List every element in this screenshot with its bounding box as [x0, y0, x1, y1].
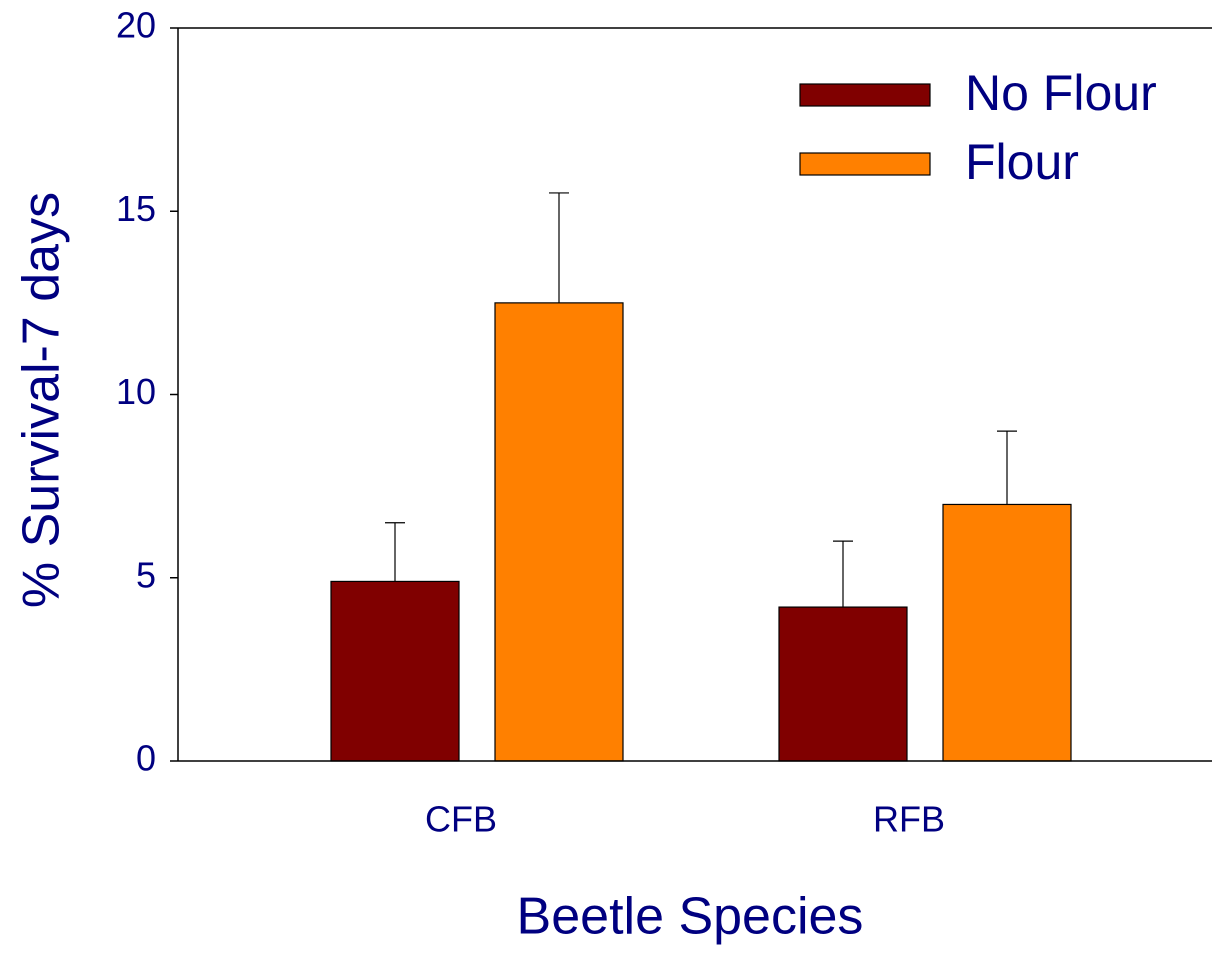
legend-label: Flour — [965, 134, 1079, 190]
bar — [494, 302, 624, 762]
y-tick-label: 5 — [136, 554, 156, 595]
y-tick-label: 20 — [116, 5, 156, 46]
x-axis-label: Beetle Species — [517, 888, 864, 946]
y-tick-label: 10 — [116, 371, 156, 412]
bar — [942, 503, 1072, 762]
y-tick-label: 0 — [136, 738, 156, 779]
y-tick-label: 15 — [116, 188, 156, 229]
x-tick-label: RFB — [873, 799, 945, 840]
bar — [778, 606, 908, 762]
bar — [330, 580, 460, 762]
x-tick-label: CFB — [425, 799, 497, 840]
y-axis-label: % Survival-7 days — [13, 192, 71, 608]
legend-label: No Flour — [965, 65, 1157, 121]
legend-swatch — [799, 83, 931, 107]
legend-swatch — [799, 152, 931, 176]
